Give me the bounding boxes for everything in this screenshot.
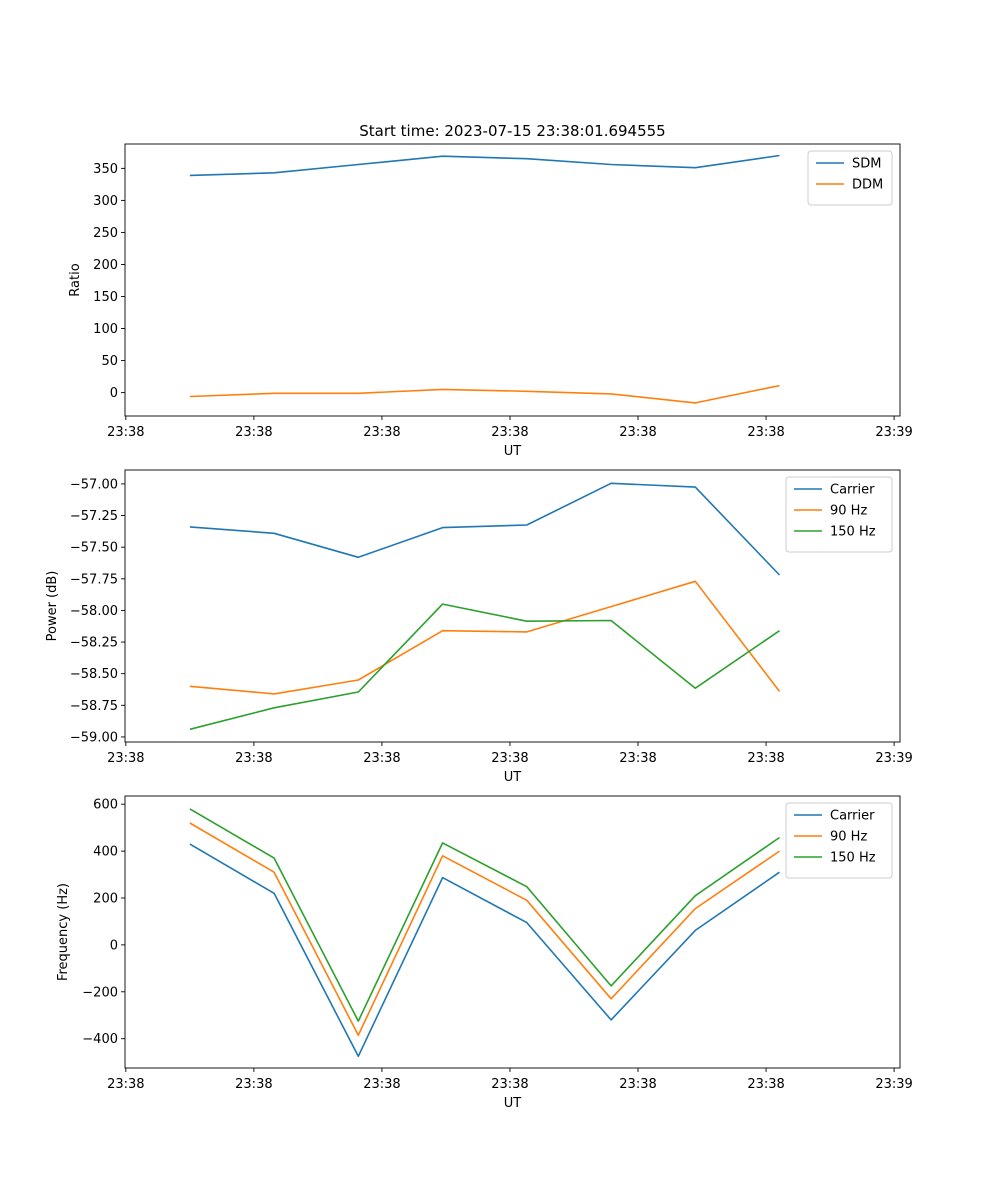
legend-label: 90 Hz xyxy=(830,504,867,519)
x-tick-label: 23:38 xyxy=(747,751,784,766)
legend: Carrier 90 Hz 150 Hz xyxy=(785,802,893,879)
x-tick-label: 23:38 xyxy=(235,1077,272,1092)
y-tick-label: −200 xyxy=(82,985,118,1000)
axes-frame xyxy=(124,795,901,1069)
legend-box xyxy=(785,802,893,879)
chart-panel-2: 23:38 23:38 23:38 23:38 23:38 23:38 23:39 −59.0… xyxy=(45,469,913,785)
y-tick-label: 400 xyxy=(93,845,118,860)
y-tick-label: 100 xyxy=(93,322,118,337)
y-tick-label: 200 xyxy=(93,892,118,907)
plot-area xyxy=(125,470,900,742)
x-tick-label: 23:38 xyxy=(235,425,272,440)
y-tick-label: 50 xyxy=(101,354,118,369)
y-tick-label: 250 xyxy=(93,226,118,241)
x-tick-label: 23:38 xyxy=(363,1077,400,1092)
x-tick-label: 23:38 xyxy=(107,425,144,440)
y-axis-label: Ratio xyxy=(68,263,83,296)
legend-label: DDM xyxy=(852,178,883,193)
x-tick-label: 23:38 xyxy=(747,425,784,440)
legend-box xyxy=(807,150,893,206)
x-tick-label: 23:38 xyxy=(363,751,400,766)
plot-area xyxy=(125,796,900,1068)
series-line-carrier xyxy=(189,482,781,576)
series-line-150-hz xyxy=(189,808,780,1022)
x-tick-label: 23:38 xyxy=(619,425,656,440)
legend-label: 150 Hz xyxy=(830,851,876,866)
chart-panel-3: 23:38 23:38 23:38 23:38 23:38 23:38 23:39 −400 −… xyxy=(56,795,913,1111)
x-tick-label: 23:39 xyxy=(875,751,912,766)
legend-label: Carrier xyxy=(830,483,875,498)
x-tick-label: 23:38 xyxy=(107,751,144,766)
y-tick-label: −57.75 xyxy=(70,572,118,587)
y-tick-label: −58.75 xyxy=(70,699,118,714)
x-tick-label: 23:38 xyxy=(491,425,528,440)
x-tick-label: 23:38 xyxy=(619,1077,656,1092)
legend-label: Carrier xyxy=(830,809,875,824)
legend-box xyxy=(785,476,893,553)
y-axis-label: Frequency (Hz) xyxy=(56,883,71,981)
y-tick-label: 150 xyxy=(93,290,118,305)
plot-area xyxy=(125,144,900,416)
x-tick-label: 23:38 xyxy=(491,751,528,766)
x-axis-label: UT xyxy=(504,1096,522,1111)
y-tick-label: −58.25 xyxy=(70,636,118,651)
y-tick-label: 600 xyxy=(93,798,118,813)
x-tick-label: 23:39 xyxy=(875,425,912,440)
x-tick-label: 23:38 xyxy=(235,751,272,766)
legend-label: 90 Hz xyxy=(830,830,867,845)
x-tick-label: 23:38 xyxy=(619,751,656,766)
chart-title: Start time: 2023-07-15 23:38:01.694555 xyxy=(359,122,665,140)
y-tick-label: 300 xyxy=(93,194,118,209)
y-axis-label: Power (dB) xyxy=(45,571,60,642)
axes-frame xyxy=(124,469,901,743)
y-tick-label: −57.25 xyxy=(70,509,118,524)
y-tick-label: −57.00 xyxy=(70,477,118,492)
y-tick-label: −59.00 xyxy=(70,730,118,745)
axes-frame xyxy=(124,143,901,417)
x-axis-label: UT xyxy=(504,444,522,459)
y-tick-label: 0 xyxy=(110,386,118,401)
x-tick-label: 23:38 xyxy=(107,1077,144,1092)
series-line-sdm xyxy=(189,154,780,177)
x-tick-label: 23:38 xyxy=(491,1077,528,1092)
y-tick-label: −58.00 xyxy=(70,604,118,619)
panels: Start time: 2023-07-15 23:38:01.694555 23… xyxy=(45,122,913,1111)
chart-panel-1: Start time: 2023-07-15 23:38:01.694555 23… xyxy=(68,122,913,459)
y-tick-label: −57.50 xyxy=(70,541,118,556)
x-tick-label: 23:38 xyxy=(363,425,400,440)
series-line-150-hz xyxy=(189,603,780,731)
legend-label: 150 Hz xyxy=(830,525,876,540)
series-line-90-hz xyxy=(189,822,780,1036)
legend: Carrier 90 Hz 150 Hz xyxy=(785,476,893,553)
y-tick-label: 0 xyxy=(110,938,118,953)
legend: SDM DDM xyxy=(807,150,893,206)
y-tick-label: −400 xyxy=(82,1032,118,1047)
series-line-90-hz xyxy=(189,580,781,695)
x-tick-label: 23:39 xyxy=(875,1077,912,1092)
y-tick-label: 200 xyxy=(93,258,118,273)
y-tick-label: −58.50 xyxy=(70,667,118,682)
x-tick-label: 23:38 xyxy=(747,1077,784,1092)
legend-label: SDM xyxy=(852,157,881,172)
series-line-ddm xyxy=(189,384,780,404)
y-tick-label: 350 xyxy=(93,162,118,177)
x-axis-label: UT xyxy=(504,770,522,785)
series-line-carrier xyxy=(189,843,780,1058)
